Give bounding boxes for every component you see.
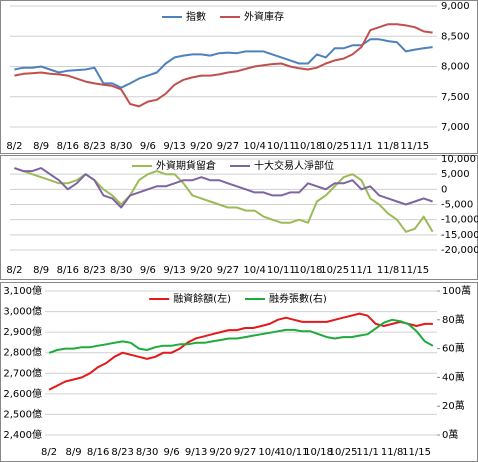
y-tick-label: 3,000億 (3, 305, 42, 318)
x-tick-label: 11/1 (350, 141, 372, 152)
x-tick-label: 8/2 (6, 265, 22, 276)
x-tick-label: 10/25 (320, 141, 349, 152)
x-tick-label: 8/23 (83, 265, 105, 276)
x-tick-label: 10/4 (243, 141, 265, 152)
x-tick-label: 9/27 (217, 265, 239, 276)
x-tick-label: 10/18 (294, 141, 323, 152)
legend-label: 外資庫存 (244, 10, 284, 23)
series-line (14, 167, 433, 209)
y2-tick-label: 40萬 (442, 370, 465, 383)
x-tick-label: 11/8 (377, 141, 399, 152)
y-tick-label: 7,000 (441, 122, 470, 133)
x-tick-label: 8/9 (66, 447, 82, 458)
x-tick-label: 8/30 (110, 141, 132, 152)
x-tick-label: 9/20 (190, 265, 212, 276)
panel-frame (0, 282, 478, 462)
x-tick-label: 9/13 (185, 447, 207, 458)
y-tick-label: 8,500 (441, 31, 470, 42)
y-tick-label: 8,000 (441, 62, 470, 73)
legend-label: 融資餘額(左) (173, 292, 231, 305)
x-tick-label: 8/2 (41, 447, 57, 458)
x-tick-label: 10/4 (243, 265, 265, 276)
x-tick-label: 9/27 (217, 141, 239, 152)
x-tick-label: 11/1 (350, 265, 372, 276)
y2-tick-label: 0萬 (442, 428, 458, 441)
y-tick-label: 3,100億 (3, 284, 42, 297)
x-tick-label: 9/6 (140, 141, 156, 152)
y2-tick-label: 60萬 (442, 342, 465, 355)
x-tick-label: 9/6 (164, 447, 180, 458)
x-tick-label: 9/20 (190, 141, 212, 152)
x-tick-label: 10/4 (258, 447, 280, 458)
legend-label: 外資期貨留倉 (156, 159, 216, 172)
x-tick-label: 10/11 (267, 141, 296, 152)
series-line (48, 312, 433, 391)
series-line (14, 23, 433, 108)
x-tick-label: 8/23 (111, 447, 133, 458)
y-tick-label: 2,500億 (3, 407, 42, 420)
x-tick-label: 10/11 (267, 265, 296, 276)
y-tick-label: 2,700億 (3, 366, 42, 379)
y-tick-label: 2,400億 (3, 428, 42, 441)
y2-tick-label: 80萬 (442, 313, 465, 326)
x-tick-label: 8/2 (6, 141, 22, 152)
x-tick-label: 11/15 (400, 265, 429, 276)
x-tick-label: 8/30 (110, 265, 132, 276)
y-tick-label: -10,000 (441, 215, 478, 226)
x-tick-label: 9/13 (163, 265, 185, 276)
y-tick-label: -15,000 (441, 230, 478, 241)
x-tick-label: 9/6 (140, 265, 156, 276)
panel-frame (0, 155, 478, 280)
x-tick-label: 8/16 (57, 265, 79, 276)
x-tick-label: 9/13 (163, 141, 185, 152)
y-tick-label: 2,800億 (3, 346, 42, 359)
legend-label: 融券張數(右) (269, 292, 327, 305)
y-tick-label: 2,900億 (3, 325, 42, 338)
x-tick-label: 10/18 (294, 265, 323, 276)
x-tick-label: 8/16 (87, 447, 109, 458)
x-tick-label: 10/11 (280, 447, 309, 458)
x-tick-label: 10/25 (329, 447, 358, 458)
x-tick-label: 9/20 (209, 447, 231, 458)
x-tick-label: 10/25 (320, 265, 349, 276)
panel-frame (0, 0, 478, 154)
x-tick-label: 11/15 (400, 141, 429, 152)
y-tick-label: 5,000 (441, 169, 470, 180)
series-line (48, 318, 434, 354)
x-tick-label: 11/8 (377, 265, 399, 276)
x-tick-label: 11/15 (402, 447, 431, 458)
x-tick-label: 10/18 (304, 447, 333, 458)
legend-label: 指數 (186, 10, 206, 23)
x-tick-label: 8/30 (136, 447, 158, 458)
y-tick-label: 10,000 (441, 154, 476, 165)
y2-tick-label: 20萬 (442, 399, 465, 412)
x-tick-label: 9/27 (234, 447, 256, 458)
y-tick-label: 7,500 (441, 92, 470, 103)
x-tick-label: 8/16 (57, 141, 79, 152)
y-tick-label: 0 (441, 184, 447, 195)
y-tick-label: -20,000 (441, 245, 478, 256)
y2-tick-label: 100萬 (442, 284, 471, 297)
legend-label: 十大交易人淨部位 (254, 159, 334, 172)
x-tick-label: 8/9 (33, 141, 49, 152)
y-tick-label: 9,000 (441, 1, 470, 12)
x-tick-label: 11/1 (356, 447, 378, 458)
y-tick-label: 2,600億 (3, 387, 42, 400)
x-tick-label: 11/8 (381, 447, 403, 458)
x-tick-label: 8/23 (83, 141, 105, 152)
y-tick-label: -5,000 (441, 200, 473, 211)
x-tick-label: 8/9 (33, 265, 49, 276)
